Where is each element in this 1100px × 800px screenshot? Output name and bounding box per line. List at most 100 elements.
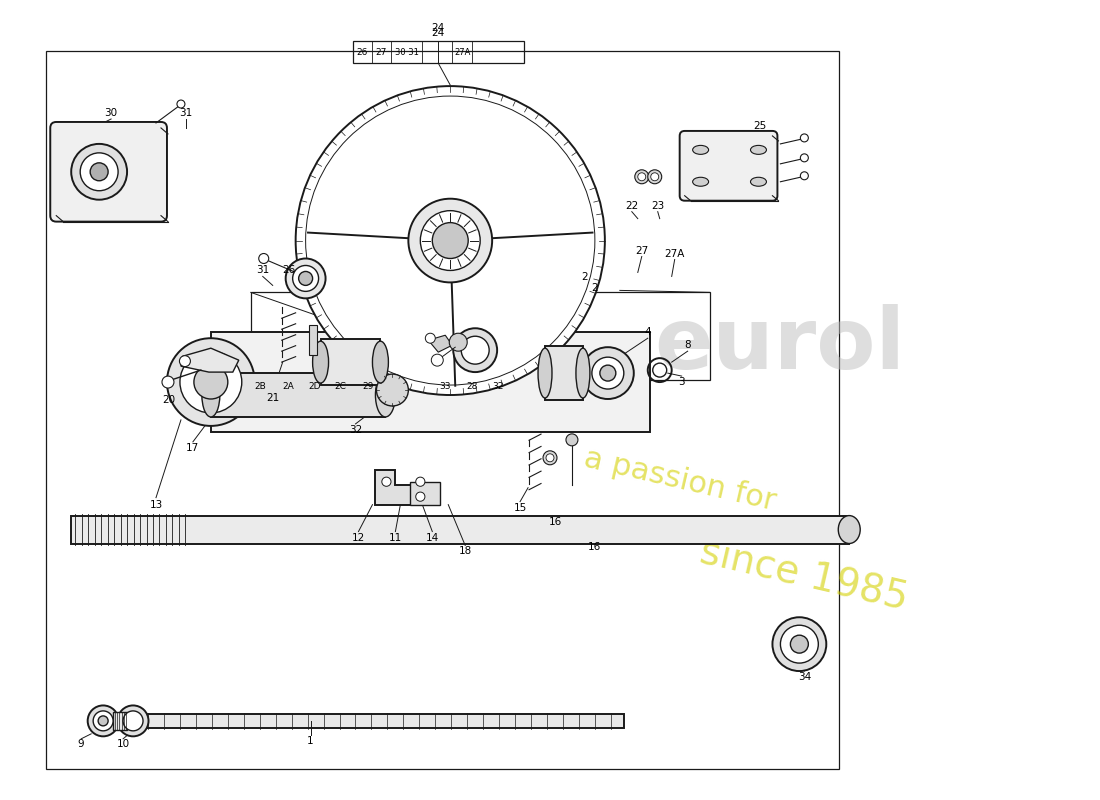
Bar bbox=[544, 346, 583, 400]
Circle shape bbox=[420, 210, 481, 270]
Text: 2A: 2A bbox=[283, 382, 295, 390]
Text: 32: 32 bbox=[493, 382, 504, 390]
Text: 11: 11 bbox=[388, 533, 401, 542]
Circle shape bbox=[801, 154, 808, 162]
Text: 9: 9 bbox=[78, 739, 85, 749]
Text: 27A: 27A bbox=[454, 48, 471, 57]
Polygon shape bbox=[211, 332, 650, 432]
Circle shape bbox=[635, 170, 649, 184]
Text: 26: 26 bbox=[282, 266, 295, 275]
Circle shape bbox=[582, 347, 634, 399]
Ellipse shape bbox=[693, 146, 708, 154]
Text: 2B: 2B bbox=[255, 382, 266, 390]
Circle shape bbox=[780, 626, 818, 663]
Circle shape bbox=[286, 258, 326, 298]
Text: 16: 16 bbox=[549, 517, 562, 526]
Circle shape bbox=[293, 266, 319, 291]
Circle shape bbox=[651, 173, 659, 181]
Circle shape bbox=[167, 338, 255, 426]
Text: eurol: eurol bbox=[653, 304, 905, 386]
Ellipse shape bbox=[750, 146, 767, 154]
Text: 21: 21 bbox=[266, 393, 279, 403]
Bar bbox=[113, 712, 128, 730]
Polygon shape bbox=[428, 335, 452, 352]
Text: 22: 22 bbox=[625, 201, 638, 210]
Bar bbox=[46, 51, 839, 769]
Text: 29: 29 bbox=[363, 382, 374, 390]
Text: 1: 1 bbox=[307, 736, 314, 746]
Circle shape bbox=[566, 434, 578, 446]
Circle shape bbox=[638, 173, 646, 181]
Text: 18: 18 bbox=[459, 546, 472, 557]
Circle shape bbox=[179, 356, 190, 366]
Ellipse shape bbox=[838, 515, 860, 543]
Polygon shape bbox=[180, 348, 239, 372]
Text: 23: 23 bbox=[651, 201, 664, 210]
Circle shape bbox=[88, 706, 119, 736]
Circle shape bbox=[652, 363, 667, 377]
Circle shape bbox=[123, 711, 143, 731]
Text: 31: 31 bbox=[179, 108, 192, 118]
Text: 12: 12 bbox=[352, 533, 365, 542]
Circle shape bbox=[543, 451, 557, 465]
Text: 2: 2 bbox=[582, 273, 588, 282]
Circle shape bbox=[408, 198, 492, 282]
Circle shape bbox=[177, 100, 185, 108]
Bar bbox=[211, 373, 385, 417]
Text: 27A: 27A bbox=[664, 249, 685, 258]
Text: 27: 27 bbox=[635, 246, 648, 255]
Text: 31: 31 bbox=[256, 266, 270, 275]
Circle shape bbox=[431, 354, 443, 366]
Text: 16: 16 bbox=[588, 542, 602, 553]
Circle shape bbox=[94, 711, 113, 731]
Text: 2: 2 bbox=[592, 283, 598, 294]
Circle shape bbox=[298, 271, 312, 286]
Text: since 1985: since 1985 bbox=[696, 532, 912, 617]
Text: 32: 32 bbox=[349, 425, 362, 435]
Ellipse shape bbox=[202, 373, 220, 417]
Text: 33: 33 bbox=[440, 382, 451, 390]
Bar bbox=[309, 326, 317, 355]
Circle shape bbox=[791, 635, 808, 653]
Circle shape bbox=[416, 492, 425, 502]
Circle shape bbox=[592, 357, 624, 389]
Circle shape bbox=[453, 328, 497, 372]
Circle shape bbox=[162, 376, 174, 388]
Circle shape bbox=[376, 374, 408, 406]
Ellipse shape bbox=[373, 342, 388, 383]
Circle shape bbox=[98, 716, 108, 726]
Circle shape bbox=[80, 153, 118, 190]
Text: 10: 10 bbox=[117, 739, 130, 749]
Ellipse shape bbox=[750, 178, 767, 186]
Text: 2D: 2D bbox=[308, 382, 321, 390]
Circle shape bbox=[72, 144, 128, 200]
Text: 24: 24 bbox=[431, 28, 444, 38]
Text: 20: 20 bbox=[163, 395, 176, 405]
Circle shape bbox=[772, 618, 826, 671]
Circle shape bbox=[416, 477, 425, 486]
Circle shape bbox=[90, 163, 108, 181]
Circle shape bbox=[382, 477, 390, 486]
FancyBboxPatch shape bbox=[51, 122, 167, 222]
Polygon shape bbox=[410, 482, 440, 505]
Circle shape bbox=[194, 365, 228, 399]
Text: 25: 25 bbox=[752, 121, 766, 131]
Text: 34: 34 bbox=[798, 672, 811, 682]
Text: 26: 26 bbox=[356, 48, 369, 57]
Circle shape bbox=[426, 334, 436, 343]
Ellipse shape bbox=[375, 373, 395, 417]
Bar bbox=[251, 292, 710, 380]
Circle shape bbox=[546, 454, 554, 462]
Text: 3: 3 bbox=[679, 377, 685, 387]
Bar bbox=[352, 42, 524, 63]
Text: 17: 17 bbox=[186, 443, 199, 453]
Bar bbox=[72, 515, 849, 543]
Circle shape bbox=[801, 172, 808, 180]
Ellipse shape bbox=[312, 342, 329, 383]
Polygon shape bbox=[375, 470, 430, 505]
Text: 8: 8 bbox=[684, 340, 691, 350]
Circle shape bbox=[180, 351, 242, 413]
Ellipse shape bbox=[693, 178, 708, 186]
Text: 28: 28 bbox=[466, 382, 477, 390]
Bar bbox=[320, 339, 381, 385]
